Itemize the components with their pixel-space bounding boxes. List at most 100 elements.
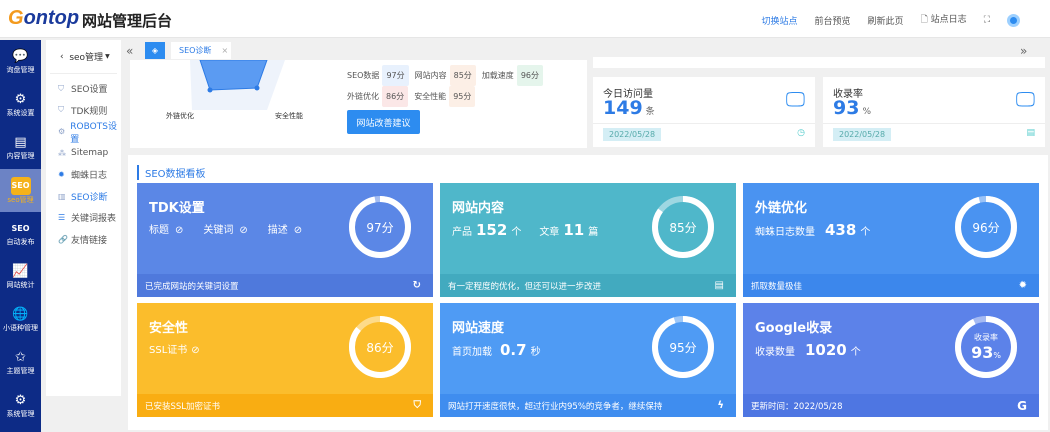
close-icon[interactable]: ×: [221, 46, 229, 55]
metric-unit: 个: [511, 227, 522, 238]
card-footer: 网站打开速度很快，超过行业内95%的竞争者，继续保持 ϟ: [440, 394, 736, 417]
site-log-label: 站点日志: [930, 15, 967, 25]
nav-system[interactable]: ⚙ 系统管理: [0, 384, 41, 427]
improve-suggestions-button[interactable]: 网站改善建议: [347, 110, 420, 134]
ring-progress: [955, 196, 1017, 258]
nav-label: 内容管理: [6, 151, 35, 160]
nav-statistics[interactable]: 📈 网站统计: [0, 255, 41, 298]
card-speed[interactable]: 网站速度 首页加载 0.7 秒 95分 网站打开速度很快，超过行业内95%的竞争者，…: [440, 303, 736, 417]
score-value: 收录率 93%: [954, 315, 1018, 379]
metric-label: 文章: [539, 227, 560, 238]
tab-seo-diagnosis[interactable]: SEO诊断 ×: [171, 42, 231, 59]
metric-value: 11: [563, 221, 585, 239]
nav-label: 自动发布: [6, 237, 35, 246]
side-item-label: SEO诊断: [71, 192, 108, 203]
card-external-links[interactable]: 外链优化 蜘蛛日志数量 438 个 96分 抓取数量极佳 ✹: [743, 183, 1039, 297]
scroll-left-icon[interactable]: «: [126, 43, 134, 58]
stat-value: 93%: [833, 97, 871, 119]
side-item-label: Sitemap: [71, 148, 109, 159]
ring-progress: [349, 196, 411, 258]
score-value: 95分: [669, 340, 697, 355]
side-item-friend-links[interactable]: 🔗 友情链接: [46, 229, 121, 251]
score-ring: [349, 196, 411, 258]
avatar[interactable]: [1007, 13, 1020, 27]
score-ring: [955, 316, 1017, 378]
score-tags: SEO数据 97分 网站内容 85分 加载速度 96分 外链优化 86分 安全性能 95分: [347, 65, 549, 107]
nav-label: 系统管理: [6, 409, 35, 418]
card-security[interactable]: 安全性 SSL证书 ⊘ 86分 已安装SSL加密证书 ⛉: [137, 303, 433, 417]
metric-value: 0.7: [500, 341, 527, 359]
side-item-sitemap[interactable]: ⁂ Sitemap: [46, 143, 121, 165]
nav-auto-publish[interactable]: SEO 自动发布: [0, 212, 41, 255]
nav-content[interactable]: ▤ 内容管理: [0, 126, 41, 169]
metric-unit: 篇: [588, 227, 599, 238]
nav-system-settings[interactable]: ⚙ 系统设置: [0, 83, 41, 126]
check-icon: ⊘: [191, 345, 200, 356]
dashboard-title: SEO数据看板: [137, 165, 206, 180]
nav-label: seo管理: [7, 195, 34, 204]
chart-icon: ▥: [58, 191, 66, 201]
stat-label: 收录率: [833, 89, 863, 100]
side-item-label: SEO设置: [71, 85, 108, 96]
app-title: 网站管理后台: [82, 12, 173, 30]
refresh-link[interactable]: 刷新此页: [867, 16, 904, 27]
nav-inquiry[interactable]: 💬 询盘管理: [0, 40, 41, 83]
stat-unit: 条: [645, 107, 655, 117]
ring-unit: %: [993, 351, 1001, 360]
metric-value: 152: [476, 221, 508, 239]
back-icon[interactable]: ‹: [60, 51, 70, 62]
score-value: 86分: [366, 340, 394, 355]
shield-icon: ⛉: [413, 400, 422, 411]
preview-link[interactable]: 前台预览: [814, 16, 851, 27]
footer-text: 有一定程度的优化，但还可以进一步改进: [448, 281, 602, 292]
card-content[interactable]: 网站内容 产品 152 个 文章 11 篇 85分 有一定程度的优化，但还可以进一步改进 ▤: [440, 183, 736, 297]
tab-label: SEO诊断: [179, 46, 212, 55]
side-item-label: 蜘蛛日志: [71, 171, 108, 182]
metric-value: 438: [825, 221, 857, 239]
bug-icon: ✹: [1018, 280, 1027, 291]
side-item-robots[interactable]: ⚙ ROBOTS设置: [46, 121, 121, 145]
metric-label: 首页加载: [452, 347, 492, 358]
card-google-index[interactable]: Google收录 收录数量 1020 个 收录率 93% 更新时间：2022/05/2…: [743, 303, 1039, 417]
sub-sidebar-header[interactable]: ‹ seo管理 ▼: [50, 40, 117, 74]
metric-label: 蜘蛛日志数量: [755, 227, 815, 238]
theme-icon: ✩: [15, 349, 26, 365]
check-icon: ⊘: [175, 225, 184, 236]
switch-site-link[interactable]: 切换站点: [761, 16, 798, 27]
side-item-tdk[interactable]: ⛉ TDK规则: [46, 100, 121, 122]
side-item-seo-settings[interactable]: ⛉ SEO设置: [46, 78, 121, 100]
side-item-label: ROBOTS设置: [70, 121, 117, 145]
score-label: 安全性能: [414, 92, 447, 101]
refresh-check-icon: ↻: [412, 280, 421, 291]
fullscreen-icon[interactable]: ⛶: [983, 15, 990, 25]
document-icon: ▤: [1026, 128, 1035, 138]
card-footer: 更新时间：2022/05/28 G: [743, 394, 1039, 417]
home-tab-icon[interactable]: ◈: [145, 42, 165, 59]
footer-text: 已完成网站的关键词设置: [145, 281, 239, 292]
lightning-icon: ϟ: [717, 400, 724, 411]
score-value: 97分: [366, 220, 394, 235]
site-log-link[interactable]: 🗋 站点日志: [920, 15, 967, 25]
side-item-label: 关键词报表: [71, 214, 117, 225]
ring-progress: [955, 316, 1017, 378]
nav-language[interactable]: 🌐 小语种管理: [0, 298, 41, 341]
link-icon: 🔗: [58, 234, 68, 244]
card-tdk[interactable]: TDK设置 标题 ⊘ 关键词 ⊘ 描述 ⊘ 97分 已完成网站的关键词设置 ↻: [137, 183, 433, 297]
card-title: 网站速度: [452, 321, 505, 336]
radar-label: 外链优化: [166, 112, 194, 120]
gear-icon: ⚙: [14, 91, 27, 107]
side-item-spider-log[interactable]: ✹ 蜘蛛日志: [46, 164, 121, 186]
score-label: 网站内容: [414, 71, 447, 80]
scroll-right-icon[interactable]: »: [1020, 43, 1028, 58]
side-item-seo-diagnosis[interactable]: ▥ SEO诊断: [46, 186, 121, 208]
side-item-label: TDK规则: [71, 106, 108, 117]
side-item-keyword-report[interactable]: ☰ 关键词报表: [46, 207, 121, 229]
check-item: SSL证书: [149, 345, 188, 356]
score-tag: 86分: [382, 86, 409, 107]
top-strip: [593, 57, 1045, 68]
nav-seo[interactable]: SEO seo管理: [0, 169, 41, 212]
ring-value: 93: [971, 343, 994, 362]
seo-publish-icon: SEO: [11, 223, 30, 233]
nav-theme[interactable]: ✩ 主题管理: [0, 341, 41, 384]
stat-date: 2022/05/28: [603, 128, 662, 141]
